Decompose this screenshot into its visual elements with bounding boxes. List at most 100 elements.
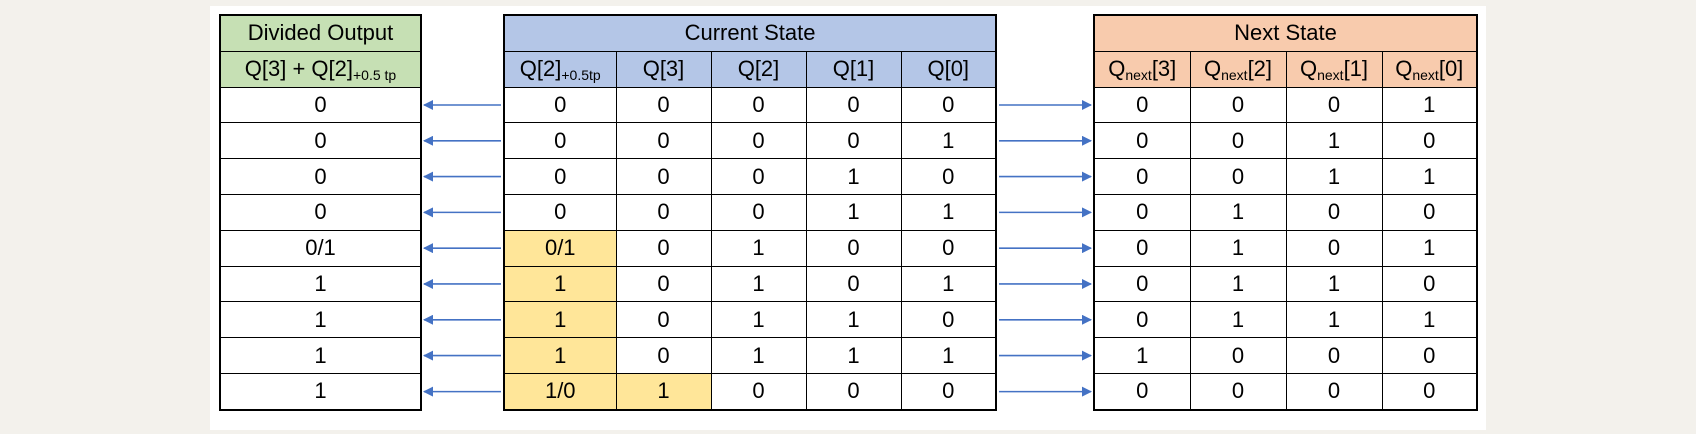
current-state-cell: 0	[615, 337, 712, 374]
divided-output-cell: 0	[219, 193, 422, 231]
next-state-cell: 1	[1381, 86, 1478, 124]
next-state-cell: 0	[1189, 158, 1287, 195]
current-state-cell: 1	[805, 158, 902, 195]
current-state-title: Current State	[503, 14, 997, 52]
next-state-table: Next State Qnext[3] Qnext[2] Qnext[1] Qnext…	[1093, 14, 1479, 411]
current-state-cell: 0	[805, 122, 902, 160]
next-state-cell: 0	[1093, 265, 1191, 303]
table-row: 1	[219, 337, 422, 374]
next-state-cell: 0	[1189, 372, 1287, 411]
table-row: 1	[219, 372, 422, 411]
current-state-cell: 1	[900, 193, 997, 231]
table-row: 1	[219, 265, 422, 303]
current-state-cell: 0	[900, 372, 997, 411]
current-state-cell: 1	[900, 337, 997, 374]
column-header-base: Q[2]	[519, 56, 562, 82]
next-state-cell: 0	[1093, 122, 1191, 160]
divided-output-cell: 1	[219, 301, 422, 339]
current-state-cell: 0	[710, 122, 807, 160]
current-state-cell: 0	[615, 229, 712, 267]
column-header-sub: next	[1125, 67, 1152, 84]
current-state-cell: 0	[805, 86, 902, 124]
next-state-column-header: Qnext[2]	[1189, 50, 1287, 88]
next-state-cell: 0	[1285, 337, 1383, 374]
next-state-cell: 0	[1381, 193, 1478, 231]
current-state-column-header: Q[2]	[710, 50, 807, 88]
next-state-cell: 1	[1381, 301, 1478, 339]
next-state-cell: 1	[1189, 229, 1287, 267]
next-state-cell: 0	[1093, 86, 1191, 124]
divided-output-table: Divided Output Q[3] + Q[2]+0.5 tp 0 0 0 0 0/…	[219, 14, 422, 411]
divided-output-cell: 1	[219, 265, 422, 303]
current-state-cell: 1/0	[503, 372, 617, 411]
current-state-table: Current State Q[2]+0.5tp Q[3] Q[2] Q[1] Q[0]…	[503, 14, 998, 411]
next-state-cell: 0	[1093, 372, 1191, 411]
current-state-cell: 0	[615, 86, 712, 124]
column-header-sub: +0.5tp	[561, 67, 601, 84]
column-header-sub: next	[1317, 67, 1344, 84]
next-state-cell: 0	[1381, 122, 1478, 160]
current-state-cell: 0	[615, 265, 712, 303]
column-header-index: [3]	[1151, 56, 1177, 82]
current-state-cell: 0	[900, 158, 997, 195]
table-row: 1/0 1 0 0 0	[503, 372, 997, 411]
next-state-cell: 0	[1189, 337, 1287, 374]
next-state-cell: 0	[1189, 122, 1287, 160]
next-state-column-header: Qnext[0]	[1381, 50, 1478, 88]
current-state-cell: 0	[615, 158, 712, 195]
current-state-cell: 1	[710, 301, 807, 339]
next-state-column-header: Qnext[3]	[1093, 50, 1191, 88]
current-state-cell: 1	[900, 122, 997, 160]
column-header-index: [2]	[1247, 56, 1273, 82]
table-row: 0	[219, 122, 422, 160]
divided-output-cell: 1	[219, 337, 422, 374]
column-header-sub: next	[1412, 67, 1439, 84]
next-state-cell: 1	[1093, 337, 1191, 374]
divided-output-column-base: Q[3] + Q[2]	[244, 56, 353, 82]
column-header-base: Q	[1299, 56, 1318, 82]
current-state-column-header: Q[3]	[615, 50, 712, 88]
current-state-column-header: Q[0]	[900, 50, 997, 88]
current-state-cell: 0	[503, 158, 617, 195]
current-state-cell: 0	[900, 301, 997, 339]
current-state-cell: 1	[710, 229, 807, 267]
current-state-cell: 0	[805, 265, 902, 303]
next-state-cell: 0	[1381, 372, 1478, 411]
current-state-cell: 0	[503, 86, 617, 124]
current-state-cell: 1	[805, 337, 902, 374]
current-state-column-header: Q[1]	[805, 50, 902, 88]
table-row: 0	[219, 193, 422, 231]
current-state-cell: 1	[900, 265, 997, 303]
next-state-cell: 0	[1093, 193, 1191, 231]
divided-output-cell: 1	[219, 372, 422, 411]
current-state-cell: 0	[900, 86, 997, 124]
current-state-cell: 0	[710, 193, 807, 231]
column-header-base: Q[0]	[927, 56, 970, 82]
next-state-cell: 0	[1093, 158, 1191, 195]
current-state-cell: 0	[710, 158, 807, 195]
column-header-base: Q	[1203, 56, 1222, 82]
current-state-cell: 0	[710, 86, 807, 124]
next-state-cell: 0	[1285, 193, 1383, 231]
divided-output-cell: 0	[219, 158, 422, 195]
current-state-cell: 1	[615, 372, 712, 411]
column-header-base: Q[2]	[737, 56, 780, 82]
next-state-cell: 0	[1285, 229, 1383, 267]
current-state-cell: 0	[710, 372, 807, 411]
table-row: 0	[219, 158, 422, 195]
next-state-column-header: Qnext[1]	[1285, 50, 1383, 88]
next-state-cell: 0	[1381, 337, 1478, 374]
next-state-cell: 1	[1285, 158, 1383, 195]
divided-output-cell: 0	[219, 122, 422, 160]
divided-output-column-header: Q[3] + Q[2]+0.5 tp	[219, 50, 422, 88]
current-state-cell: 0	[805, 229, 902, 267]
next-state-cell: 1	[1189, 301, 1287, 339]
column-header-sub: next	[1221, 67, 1248, 84]
